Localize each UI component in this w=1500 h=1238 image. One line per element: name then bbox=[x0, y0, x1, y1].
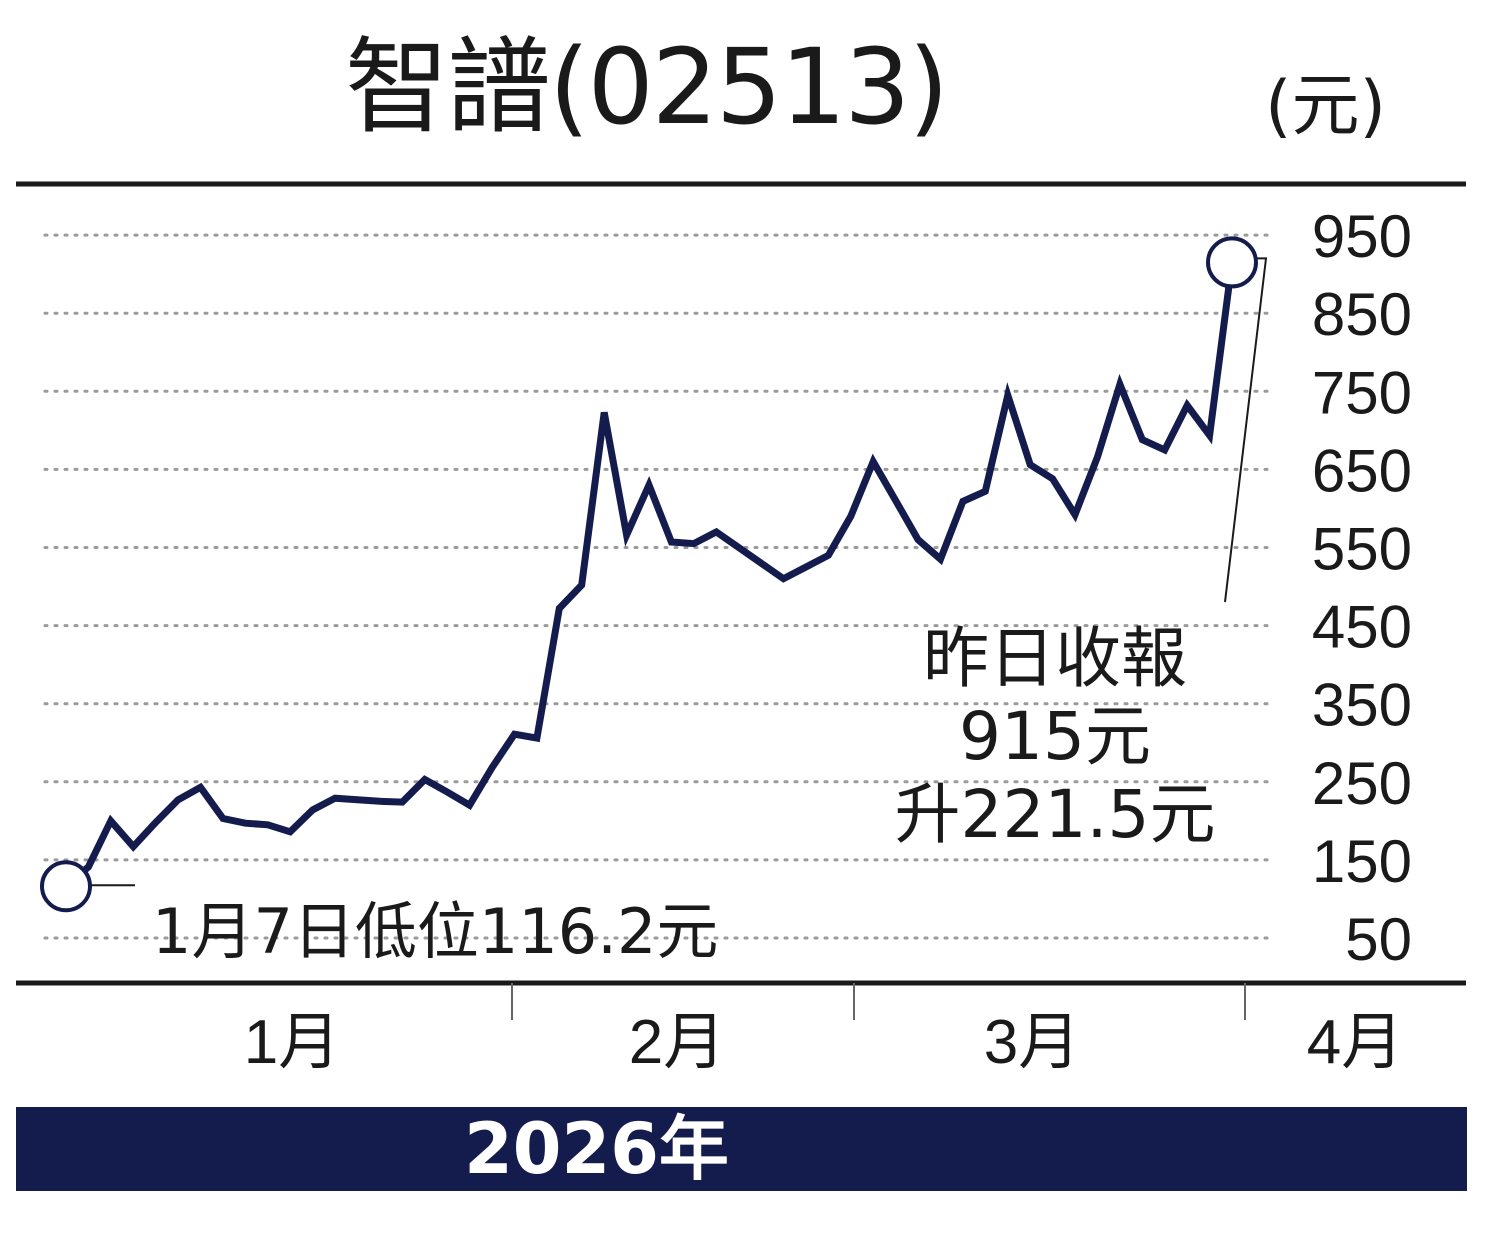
y-tick-label: 250 bbox=[1312, 750, 1412, 817]
x-tick-label: 1月 bbox=[244, 1008, 340, 1077]
close-annotation-line1: 昨日收報 bbox=[923, 620, 1187, 697]
y-tick-label: 950 bbox=[1312, 203, 1412, 270]
y-tick-label: 750 bbox=[1312, 359, 1412, 426]
y-tick-label: 650 bbox=[1312, 437, 1412, 504]
close-point-marker bbox=[1206, 236, 1258, 289]
year-bar: 2026年 bbox=[16, 1107, 1467, 1191]
low-annotation: 1月7日低位116.2元 bbox=[152, 895, 719, 968]
x-tick-label: 3月 bbox=[984, 1008, 1080, 1077]
y-tick-label: 550 bbox=[1312, 516, 1412, 583]
annotation-leaders bbox=[90, 257, 1268, 887]
gridlines bbox=[43, 233, 1270, 940]
close-annotation-line3: 升221.5元 bbox=[894, 776, 1216, 853]
close-annotation: 昨日收報 915元 升221.5元 bbox=[880, 620, 1230, 854]
low-point-marker bbox=[40, 860, 92, 913]
x-tick-label: 2月 bbox=[629, 1008, 725, 1077]
close-annotation-line2: 915元 bbox=[959, 698, 1151, 775]
series-line bbox=[62, 258, 1236, 890]
x-tick-labels: 1月 2月 3月 4月 bbox=[244, 1008, 1403, 1077]
y-tick-label: 150 bbox=[1312, 828, 1412, 895]
chart-title: 智譜(02513) bbox=[345, 26, 949, 148]
x-tick-label: 4月 bbox=[1307, 1008, 1403, 1077]
y-unit-label: (元) bbox=[1265, 67, 1387, 146]
y-tick-labels: 950 850 750 650 550 450 350 250 150 50 bbox=[1312, 203, 1412, 973]
point-markers bbox=[40, 236, 1258, 913]
y-tick-label: 50 bbox=[1345, 906, 1412, 973]
y-tick-label: 850 bbox=[1312, 281, 1412, 348]
year-label: 2026年 bbox=[464, 1108, 729, 1190]
series-group bbox=[62, 258, 1236, 890]
close-leader-line bbox=[1224, 257, 1268, 603]
y-tick-label: 450 bbox=[1312, 594, 1412, 661]
chart-frame bbox=[16, 181, 1466, 1020]
y-tick-label: 350 bbox=[1312, 672, 1412, 739]
